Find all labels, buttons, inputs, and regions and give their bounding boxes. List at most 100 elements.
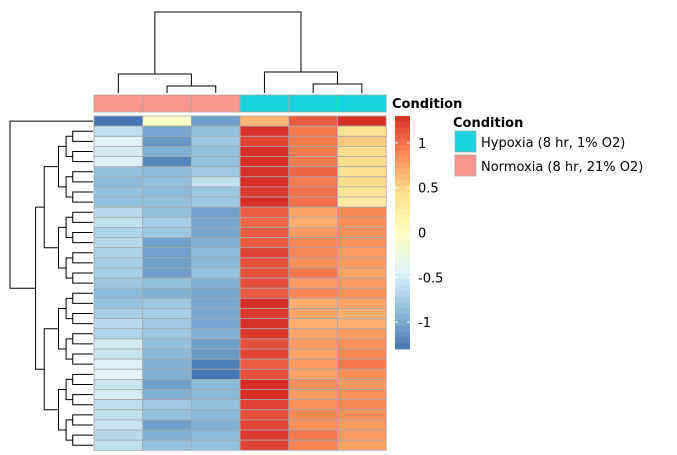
- heatmap-cell: [239, 378, 290, 390]
- dendrogram-branch: [312, 83, 363, 93]
- colorbar-tick-label: -1: [418, 316, 431, 331]
- heatmap-cell: [142, 318, 192, 330]
- heatmap-cell: [337, 206, 387, 218]
- dendrogram-branch: [72, 353, 93, 365]
- colorbar-segment: [395, 337, 410, 344]
- colorbar-segment: [395, 314, 410, 321]
- colorbar-segment: [395, 127, 410, 134]
- heatmap-cell: [337, 216, 387, 228]
- heatmap-cell: [190, 439, 241, 451]
- heatmap-cell: [190, 156, 241, 168]
- heatmap-cell: [93, 247, 144, 259]
- heatmap-cell: [190, 247, 241, 259]
- heatmap-cell: [239, 439, 290, 451]
- annotation-track-label: Condition: [392, 97, 462, 112]
- heatmap-cell: [337, 409, 387, 421]
- heatmap-cell: [288, 257, 338, 269]
- heatmap-cell: [239, 145, 290, 157]
- heatmap-cell: [93, 358, 144, 370]
- heatmap-cell: [288, 125, 338, 137]
- heatmap-cell: [93, 297, 144, 309]
- heatmap-cell: [142, 216, 192, 228]
- heatmap-cell: [190, 206, 241, 218]
- colorbar-segment: [395, 273, 410, 280]
- colorbar-segment: [395, 238, 410, 245]
- colorbar-segment: [395, 267, 410, 274]
- colorbar-tick-label: -0.5: [418, 271, 443, 286]
- heatmap-cell: [288, 196, 338, 208]
- heatmap-cell: [288, 156, 338, 168]
- annotation-cell: [239, 94, 290, 113]
- heatmap-cell: [93, 186, 144, 198]
- heatmap-cell: [239, 318, 290, 330]
- heatmap-cell: [288, 409, 338, 421]
- heatmap-cell: [288, 328, 338, 340]
- heatmap-cell: [337, 308, 387, 320]
- heatmap-cell: [337, 257, 387, 269]
- heatmap-cell: [239, 429, 290, 441]
- colorbar-segment: [395, 331, 410, 338]
- colorbar-segment: [395, 325, 410, 332]
- heatmap-cell: [93, 237, 144, 249]
- heatmap-cell: [190, 257, 241, 269]
- colorbar-segment: [395, 168, 410, 175]
- heatmap-cell: [190, 237, 241, 249]
- dendrogram-branch: [72, 272, 93, 284]
- heatmap-cell: [142, 196, 192, 208]
- heatmap-cell: [142, 297, 192, 309]
- heatmap-cell: [239, 166, 290, 178]
- dendrogram-branch: [72, 150, 93, 163]
- colorbar-segment: [395, 209, 410, 216]
- dendrogram-branch: [35, 206, 45, 370]
- heatmap-cell: [239, 389, 290, 401]
- heatmap-cell: [337, 267, 387, 279]
- heatmap-cell: [288, 378, 338, 390]
- heatmap-cell: [288, 247, 338, 259]
- heatmap-cell: [288, 419, 338, 431]
- dendrogram-branch: [72, 171, 93, 183]
- heatmap-cell: [239, 358, 290, 370]
- colorbar-segment: [395, 133, 410, 140]
- heatmap-cell: [337, 176, 387, 188]
- colorbar-segment: [395, 290, 410, 297]
- heatmap-cell: [142, 409, 192, 421]
- dendrogram-branch: [72, 373, 93, 385]
- heatmap-cell: [93, 308, 144, 320]
- heatmap-cell: [190, 267, 241, 279]
- heatmap-cell: [337, 277, 387, 289]
- dendrogram-branch: [72, 292, 93, 304]
- heatmap-cell: [93, 338, 144, 350]
- dendrogram-branch: [263, 71, 338, 93]
- heatmap-cell: [337, 368, 387, 380]
- colorbar-tick-label: 0: [418, 227, 426, 242]
- heatmap-cell: [239, 156, 290, 168]
- heatmap-cell: [337, 196, 387, 208]
- heatmap-cell: [142, 257, 192, 269]
- heatmap-cell: [93, 176, 144, 188]
- heatmap-cell: [142, 338, 192, 350]
- heatmap-cell: [190, 277, 241, 289]
- heatmap-cell: [142, 358, 192, 370]
- heatmap-cell: [190, 419, 241, 431]
- heatmap-cell: [337, 338, 387, 350]
- heatmap-cell: [337, 429, 387, 441]
- heatmap-cell: [190, 378, 241, 390]
- heatmap-cell: [288, 297, 338, 309]
- heatmap-cell: [288, 226, 338, 238]
- dendrogram-branch: [72, 414, 93, 426]
- dendrogram-branch: [72, 434, 93, 446]
- heatmap-cell: [239, 297, 290, 309]
- heatmap-cell: [142, 125, 192, 137]
- colorbar-segment: [395, 116, 410, 123]
- dendrogram-branch: [72, 394, 93, 406]
- heatmap-cell: [93, 368, 144, 380]
- colorbar-tick-label: 0.5: [418, 182, 439, 197]
- heatmap-cell: [288, 145, 338, 157]
- legend-swatch: [454, 130, 477, 153]
- heatmap-cell: [337, 145, 387, 157]
- dendrogram-branch: [72, 130, 93, 142]
- heatmap-cell: [190, 287, 241, 299]
- heatmap-cell: [93, 348, 144, 360]
- heatmap-cell: [337, 166, 387, 178]
- heatmap-cell: [190, 409, 241, 421]
